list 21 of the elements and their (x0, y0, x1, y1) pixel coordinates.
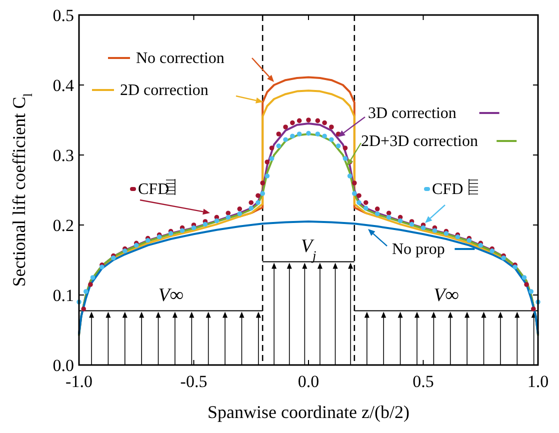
annotation: V∞ (434, 284, 459, 306)
legend-label: No prop (392, 241, 445, 258)
x-tick-label: -1.0 (66, 372, 92, 391)
annotation: V∞ (158, 284, 184, 306)
series-label: CFD (432, 181, 464, 198)
legend-label: 3D correction (368, 105, 456, 122)
y-tick-label: 0.3 (52, 146, 74, 165)
x-tick-label: 1.0 (527, 372, 549, 391)
x-tick-label: 0.5 (412, 372, 434, 391)
y-tick-label: 0.1 (52, 286, 74, 305)
y-tick-label: 0.0 (52, 356, 74, 375)
x-tick-label: 0.0 (298, 372, 320, 391)
y-tick-label: 0.5 (52, 6, 74, 25)
x-tick-label: -0.5 (180, 372, 208, 391)
legend-label: No correction (136, 50, 224, 67)
y-tick-label: 0.4 (52, 76, 74, 95)
series-label: CFD (138, 181, 170, 198)
legend-label: 2D correction (120, 82, 208, 99)
x-axis-title: Spanwise coordinate z/(b/2) (208, 402, 410, 422)
legend-label: 2D+3D correction (361, 133, 478, 150)
y-tick-label: 0.2 (52, 216, 74, 235)
